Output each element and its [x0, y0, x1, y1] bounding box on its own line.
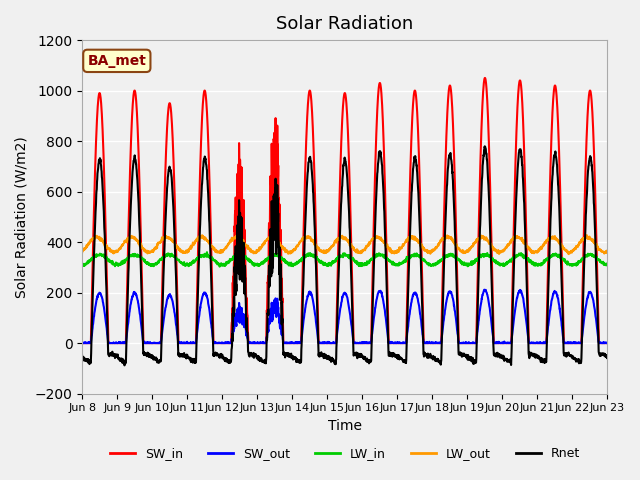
- Rnet: [557, 272, 565, 277]
- Rnet: [572, 359, 580, 364]
- LW_out: [371, 234, 379, 240]
- SW_out: [572, 340, 580, 346]
- SW_out: [225, 339, 233, 345]
- LW_in: [604, 261, 611, 266]
- LW_out: [225, 240, 233, 246]
- LW_in: [557, 255, 565, 261]
- SW_out: [79, 340, 86, 346]
- Rnet: [360, 355, 368, 361]
- SW_in: [225, 340, 232, 346]
- SW_in: [497, 340, 505, 346]
- LW_in: [498, 262, 506, 268]
- SW_in: [557, 228, 565, 234]
- Y-axis label: Solar Radiation (W/m2): Solar Radiation (W/m2): [15, 136, 29, 298]
- LW_out: [78, 250, 86, 255]
- SW_out: [360, 340, 368, 346]
- SW_out: [498, 340, 506, 346]
- SW_in: [481, 75, 489, 81]
- LW_out: [572, 243, 580, 249]
- X-axis label: Time: Time: [328, 419, 362, 433]
- SW_in: [604, 340, 611, 346]
- LW_in: [203, 249, 211, 255]
- SW_in: [78, 340, 86, 346]
- LW_out: [360, 247, 368, 253]
- LW_in: [78, 262, 86, 267]
- SW_out: [371, 305, 379, 311]
- SW_out: [481, 287, 488, 293]
- LW_out: [564, 251, 572, 257]
- Line: Rnet: Rnet: [82, 146, 607, 365]
- LW_in: [216, 264, 223, 269]
- Legend: SW_in, SW_out, LW_in, LW_out, Rnet: SW_in, SW_out, LW_in, LW_out, Rnet: [105, 442, 585, 465]
- Text: BA_met: BA_met: [88, 54, 147, 68]
- Line: SW_out: SW_out: [82, 290, 607, 343]
- SW_in: [360, 340, 367, 346]
- Rnet: [498, 354, 506, 360]
- Rnet: [121, 362, 129, 368]
- LW_in: [225, 259, 233, 264]
- Title: Solar Radiation: Solar Radiation: [276, 15, 413, 33]
- SW_in: [371, 170, 379, 176]
- Rnet: [604, 352, 611, 358]
- LW_in: [372, 252, 380, 258]
- Rnet: [481, 144, 489, 149]
- Rnet: [225, 360, 233, 366]
- LW_in: [360, 261, 368, 266]
- Rnet: [78, 353, 86, 359]
- LW_out: [497, 249, 505, 254]
- Line: LW_in: LW_in: [82, 252, 607, 266]
- SW_out: [557, 319, 565, 324]
- Rnet: [371, 216, 379, 222]
- SW_out: [78, 340, 86, 346]
- Line: SW_in: SW_in: [82, 78, 607, 343]
- LW_out: [604, 249, 611, 254]
- LW_out: [557, 241, 565, 247]
- LW_out: [198, 232, 206, 238]
- LW_in: [572, 262, 580, 267]
- SW_out: [604, 340, 611, 346]
- SW_in: [572, 340, 580, 346]
- Line: LW_out: LW_out: [82, 235, 607, 254]
